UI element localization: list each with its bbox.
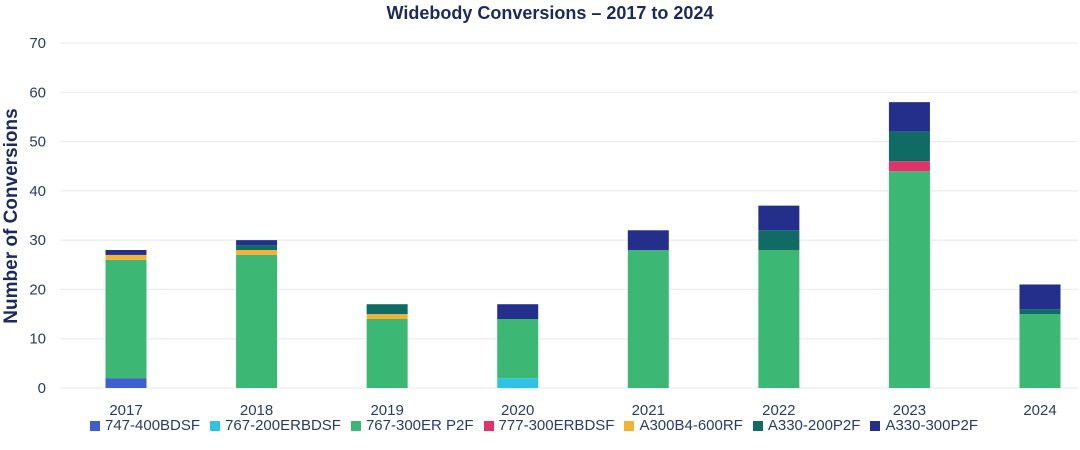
legend-swatch [483,420,494,431]
x-tick-label: 2021 [632,402,665,419]
bar-segment-2021-767-300ER-P2F [627,250,669,388]
legend-swatch [870,420,881,431]
legend-item: A330-300P2F [870,417,978,434]
legend-item: 777-300ERBDSF [483,417,615,434]
bar-segment-2017-767-300ER-P2F [105,259,147,379]
legend-label: 747-400BDSF [105,417,201,434]
bar-segment-2022-767-300ER-P2F [758,250,800,388]
bar-segment-2024-767-300ER-P2F [1019,314,1061,388]
bar-segment-2022-A330-300P2F [758,205,800,231]
y-tick-label: 10 [29,331,46,348]
y-axis-label: Number of Conversions [1,108,22,323]
bar-segment-2022-A330-200P2F [758,230,800,250]
bar-segment-2019-A330-200P2F [366,304,408,315]
bar-segment-2018-A300B4-600RF [236,250,278,255]
bar-segment-2018-A330-300P2F [236,240,278,246]
y-tick-label: 60 [29,84,46,101]
legend-swatch [752,420,763,431]
legend-item: 767-300ER P2F [350,417,474,434]
x-tick-label: 2020 [501,402,534,419]
bar-segment-2020-767-200ERBDSF [497,378,539,388]
bar-segment-2019-767-300ER-P2F [366,319,408,388]
bars-layer [105,102,1061,388]
y-tick-label: 40 [29,183,46,200]
legend-swatch [350,420,361,431]
bar-segment-2024-A330-300P2F [1019,284,1061,310]
legend-label: A330-300P2F [885,417,979,434]
bar-segment-2018-767-300ER-P2F [236,254,278,388]
legend: 747-400BDSF 767-200ERBDSF 767-300ER P2F 777… [90,417,988,434]
y-tick-label: 0 [38,380,46,397]
bar-segment-2017-747-400BDSF [105,378,147,388]
legend-label: A330-200P2F [767,417,861,434]
legend-label: 767-200ERBDSF [225,417,341,434]
chart-title: Widebody Conversions – 2017 to 2024 [386,3,714,23]
legend-item: 747-400BDSF [90,417,200,434]
legend-label: 777-300ERBDSF [498,417,615,434]
bar-segment-2021-A330-300P2F [627,230,669,250]
bar-segment-2023-767-300ER-P2F [888,171,930,388]
bar-segment-2024-A330-200P2F [1019,309,1061,315]
bar-segment-2019-A300B4-600RF [366,314,408,319]
x-tick-label: 2017 [109,402,142,419]
x-tick-label: 2018 [240,402,273,419]
y-tick-label: 20 [29,281,46,298]
bar-segment-2020-767-300ER-P2F [497,319,539,379]
bar-segment-2017-A330-300P2F [105,250,147,255]
legend-item: A330-200P2F [752,417,861,434]
y-axis-ticks: 0 10 20 30 40 50 60 70 [29,35,46,397]
legend-label: 767-300ER P2F [365,417,474,434]
x-tick-label: 2022 [762,402,795,419]
y-tick-label: 30 [29,232,46,249]
bar-segment-2020-A330-300P2F [497,304,539,319]
x-tick-label: 2024 [1023,402,1056,419]
legend-swatch [90,420,100,431]
x-axis-ticks: 2017 2018 2019 2020 2021 2022 2023 2024 [109,402,1056,419]
legend-item: A300B4-600RF [624,417,743,434]
bar-segment-2023-A330-200P2F [888,131,930,162]
legend-swatch [210,420,221,431]
x-tick-label: 2019 [370,402,403,419]
y-tick-label: 70 [29,35,46,52]
legend-item: 767-200ERBDSF [210,417,341,434]
x-tick-label: 2023 [893,402,926,419]
y-tick-label: 50 [29,134,46,151]
bar-segment-2018-A330-200P2F [236,245,278,250]
legend-swatch [624,420,635,431]
legend-label: A300B4-600RF [639,417,743,434]
bar-segment-2017-A300B4-600RF [105,254,147,260]
bar-segment-2023-777-300ERBDSF [888,161,930,172]
bar-segment-2023-A330-300P2F [888,102,930,132]
